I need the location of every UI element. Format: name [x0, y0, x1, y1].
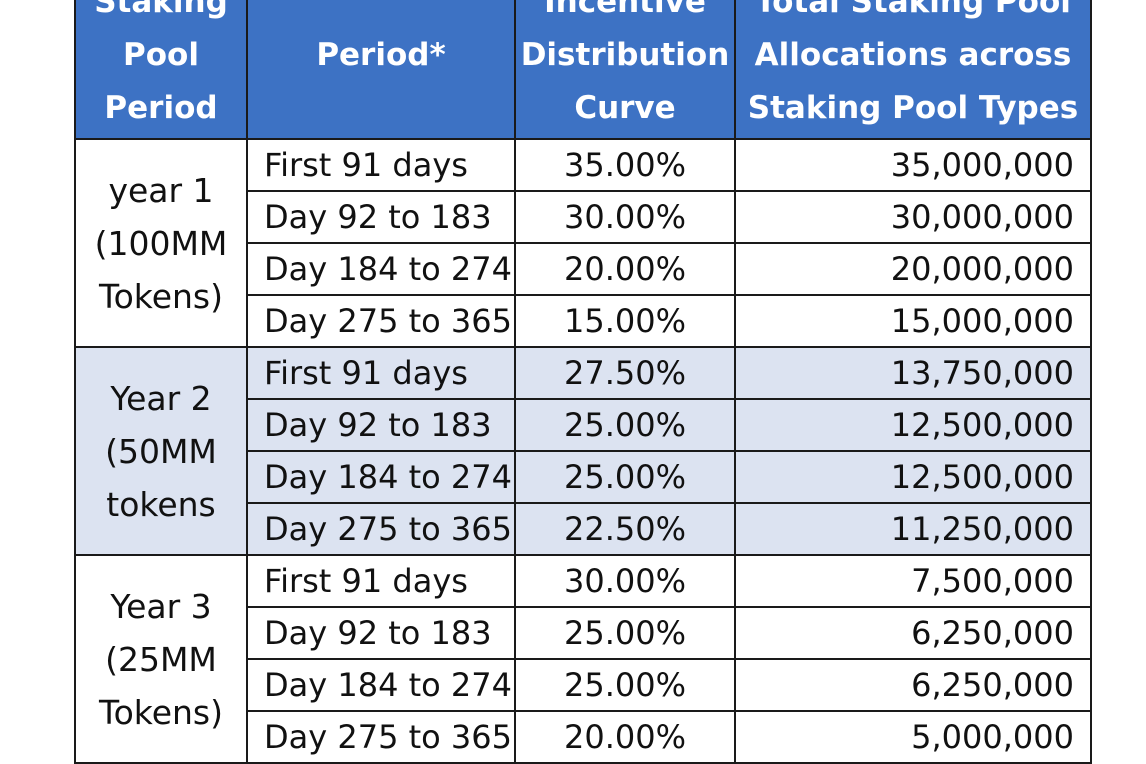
table-row: Day 275 to 365 15.00% 15,000,000	[75, 294, 1092, 348]
period-cell: Day 275 to 365	[246, 502, 516, 556]
allocation-cell: 30,000,000	[734, 190, 1092, 244]
incentive-curve-cell: 25.00%	[514, 658, 736, 712]
incentive-curve-cell: 30.00%	[514, 190, 736, 244]
table-row: Year 3 (25MM Tokens) First 91 days 30.00% 7…	[74, 554, 1092, 764]
table-header-row: Staking Pool Period Period* Incentive Di…	[74, 0, 1092, 140]
period-cell: First 91 days	[246, 346, 516, 400]
header-total-allocations: Total Staking Pool Allocations across St…	[734, 0, 1092, 140]
period-cell: Day 184 to 274	[246, 450, 516, 504]
staking-pool-period-cell: year 1 (100MM Tokens)	[74, 138, 248, 348]
table-row: Day 275 to 365 20.00% 5,000,000	[75, 710, 1092, 764]
incentive-curve-cell: 25.00%	[514, 398, 736, 452]
allocation-cell: 6,250,000	[734, 658, 1092, 712]
staking-pool-period-cell: Year 2 (50MM tokens	[74, 346, 248, 556]
staking-allocation-table: Staking Pool Period Period* Incentive Di…	[74, 0, 1092, 764]
table-row: Day 275 to 365 22.50% 11,250,000	[75, 502, 1092, 556]
allocation-cell: 11,250,000	[734, 502, 1092, 556]
header-staking-pool-period: Staking Pool Period	[74, 0, 248, 140]
incentive-curve-cell: 30.00%	[514, 554, 736, 608]
incentive-curve-cell: 25.00%	[514, 606, 736, 660]
period-cell: Day 275 to 365	[246, 294, 516, 348]
table-row: Year 2 (50MM tokens First 91 days 27.50% 13…	[74, 346, 1092, 556]
table-row: Day 184 to 274 25.00% 12,500,000	[75, 450, 1092, 504]
incentive-curve-cell: 20.00%	[514, 710, 736, 764]
header-period: Period*	[246, 0, 516, 140]
incentive-curve-cell: 20.00%	[514, 242, 736, 296]
period-cell: Day 92 to 183	[246, 606, 516, 660]
allocation-cell: 7,500,000	[734, 554, 1092, 608]
allocation-cell: 20,000,000	[734, 242, 1092, 296]
allocation-cell: 5,000,000	[734, 710, 1092, 764]
table-row: Day 92 to 183 25.00% 12,500,000	[75, 398, 1092, 452]
incentive-curve-cell: 35.00%	[514, 138, 736, 192]
table-body: year 1 (100MM Tokens) First 91 days 35.00%…	[74, 138, 1092, 764]
period-cell: Day 184 to 274	[246, 658, 516, 712]
allocation-cell: 35,000,000	[734, 138, 1092, 192]
incentive-curve-cell: 22.50%	[514, 502, 736, 556]
period-cell: Day 275 to 365	[246, 710, 516, 764]
period-cell: Day 92 to 183	[246, 398, 516, 452]
table-row: Day 184 to 274 25.00% 6,250,000	[75, 658, 1092, 712]
allocation-cell: 13,750,000	[734, 346, 1092, 400]
period-cell: Day 184 to 274	[246, 242, 516, 296]
allocation-cell: 15,000,000	[734, 294, 1092, 348]
period-cell: First 91 days	[246, 554, 516, 608]
allocation-cell: 12,500,000	[734, 450, 1092, 504]
table-row: Day 184 to 274 20.00% 20,000,000	[75, 242, 1092, 296]
incentive-curve-cell: 15.00%	[514, 294, 736, 348]
incentive-curve-cell: 25.00%	[514, 450, 736, 504]
staking-allocation-table-container: Staking Pool Period Period* Incentive Di…	[74, 0, 1092, 764]
period-cell: First 91 days	[246, 138, 516, 192]
allocation-cell: 6,250,000	[734, 606, 1092, 660]
allocation-cell: 12,500,000	[734, 398, 1092, 452]
table-row: year 1 (100MM Tokens) First 91 days 35.00%…	[74, 138, 1092, 348]
header-incentive-distribution-curve: Incentive Distribution Curve	[514, 0, 736, 140]
incentive-curve-cell: 27.50%	[514, 346, 736, 400]
table-row: Day 92 to 183 25.00% 6,250,000	[75, 606, 1092, 660]
table-row: Day 92 to 183 30.00% 30,000,000	[75, 190, 1092, 244]
period-cell: Day 92 to 183	[246, 190, 516, 244]
staking-pool-period-cell: Year 3 (25MM Tokens)	[74, 554, 248, 764]
